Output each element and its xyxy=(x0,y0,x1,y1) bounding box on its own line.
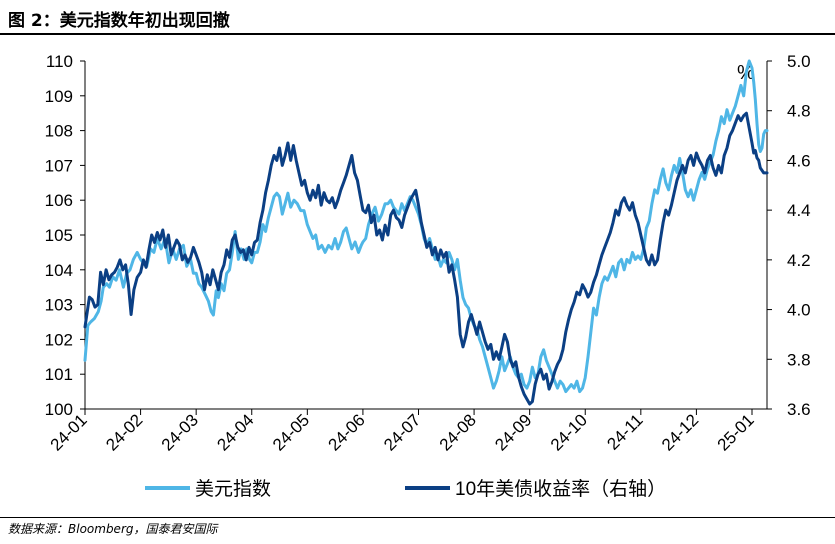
right-tick-label: 4.4 xyxy=(787,201,811,220)
left-tick-label: 101 xyxy=(45,365,73,384)
figure-title: 图 2：美元指数年初出现回撤 xyxy=(8,11,230,31)
x-tick-label: 24-06 xyxy=(325,410,369,454)
legend: 美元指数 10年美债收益率（右轴） xyxy=(145,478,666,500)
x-tick-label: 24-03 xyxy=(158,410,202,454)
left-tick-label: 100 xyxy=(45,400,73,419)
axes-layer: 100 101 102 103 104 105 106 107 108 109 110 3.6 3.8 4… xyxy=(45,52,811,455)
right-tick-label: 3.6 xyxy=(787,400,811,419)
right-tick-label: 4.0 xyxy=(787,301,811,320)
chart-canvas: 100 101 102 103 104 105 106 107 108 109 110 3.6 3.8 4… xyxy=(45,52,811,500)
x-tick-label: 24-09 xyxy=(491,410,535,454)
left-tick-label: 108 xyxy=(45,122,73,141)
right-tick-label: 3.8 xyxy=(787,350,811,369)
x-tick-label: 24-12 xyxy=(658,410,702,454)
left-tick-label: 102 xyxy=(45,330,73,349)
left-tick-label: 105 xyxy=(45,226,73,245)
x-tick-label: 24-08 xyxy=(436,410,480,454)
x-tick-label: 24-11 xyxy=(603,410,646,453)
right-tick-label: 4.6 xyxy=(787,151,811,170)
x-tick-label: 24-10 xyxy=(547,410,591,454)
left-tick-label: 104 xyxy=(45,261,73,280)
x-tick-label: 24-04 xyxy=(213,410,257,454)
series-layer xyxy=(83,59,769,406)
left-tick-label: 109 xyxy=(45,87,73,106)
x-tick-label: 24-05 xyxy=(269,410,313,454)
left-tick-label: 107 xyxy=(45,156,73,175)
right-tick-label: 4.2 xyxy=(787,251,811,270)
title-rule xyxy=(0,33,835,35)
series-line-10y-yield xyxy=(83,111,769,406)
right-tick-label: 4.8 xyxy=(787,102,811,121)
x-tick-label: 24-07 xyxy=(380,410,424,454)
legend-10y-yield-label: 10年美债收益率（右轴） xyxy=(455,478,666,500)
left-tick-label: 110 xyxy=(46,52,73,71)
source-rule xyxy=(0,517,835,518)
x-tick-label: 25-01 xyxy=(714,410,758,454)
source-note: 数据来源：Bloomberg，国泰君安国际 xyxy=(8,522,218,536)
left-tick-label: 103 xyxy=(45,296,73,315)
legend-dxy-label: 美元指数 xyxy=(195,478,271,500)
series-line-dxy xyxy=(83,59,769,394)
right-tick-label: 5.0 xyxy=(787,52,811,71)
x-tick-label: 24-02 xyxy=(102,410,146,454)
left-tick-label: 106 xyxy=(45,191,73,210)
